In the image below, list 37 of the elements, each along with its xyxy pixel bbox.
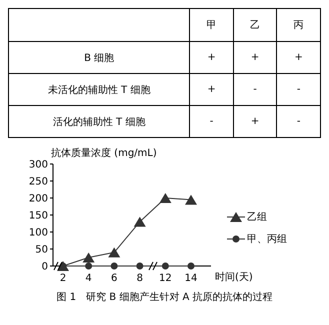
category-label: 未活化的辅助性 T 细胞 [48,84,150,96]
text: + [250,52,260,63]
category-label: 活化的辅助性 T 细胞 [52,116,146,128]
x-tick-label: 4 [85,273,92,284]
x-tick-label: 6 [111,273,118,284]
category-label: 甲 [190,8,234,42]
category-label: 丙 [276,8,320,42]
text: + [250,116,260,127]
text: + [207,52,216,63]
text: - [210,116,214,127]
y-tick-label: 0 [42,262,48,273]
x-tick-label: 8 [136,273,143,284]
legend-label: 甲、丙组 [247,233,287,246]
caption: 图 1 研究 B 细胞产生针对 A 抗原的抗体的过程 [56,290,274,304]
text: - [296,116,300,127]
category-label: B 细胞 [84,52,114,64]
y-tick-label: 250 [28,176,48,188]
y-axis-title: 抗体质量浓度 (mg/mL) [51,146,157,160]
text: - [253,84,257,95]
point [134,216,146,227]
y-tick-label: 150 [28,210,48,222]
y-tick-label: 50 [35,244,48,256]
y-tick-label: 100 [28,228,48,239]
point [188,262,194,270]
legend-label: 乙组 [247,211,267,224]
text: + [207,84,216,95]
text: + [294,52,303,63]
x-tick-label: 14 [184,273,198,284]
category-label: 乙 [233,8,277,42]
x-tick-label: 2 [60,273,66,284]
y-tick-label: 300 [28,160,48,171]
x-axis-title: 时间(天) [215,270,253,284]
point [185,194,197,205]
x-tick-label: 12 [159,273,172,284]
text: - [296,84,300,95]
y-tick-label: 200 [28,194,48,205]
point [108,247,120,258]
